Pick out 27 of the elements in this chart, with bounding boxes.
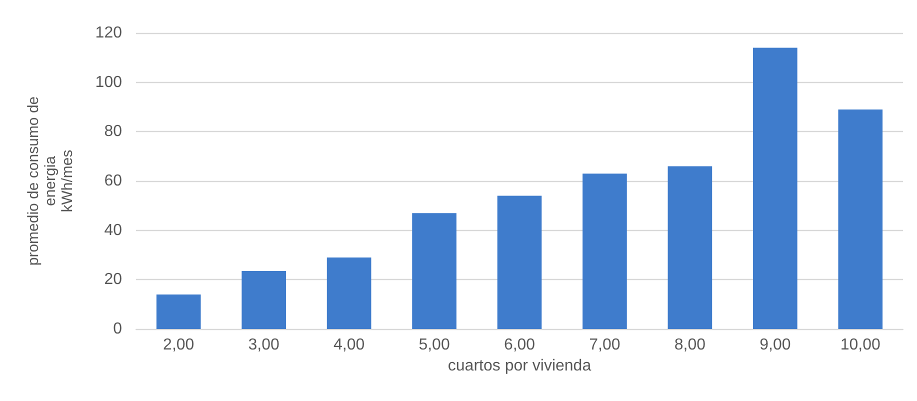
x-tick-label: 3,00 (248, 336, 280, 354)
y-tick-label: 80 (104, 123, 122, 140)
x-axis-title: cuartos por vivienda (448, 357, 592, 374)
y-tick-label: 0 (113, 320, 122, 338)
y-tick-label: 100 (95, 74, 122, 91)
x-tick-label: 10,00 (840, 336, 881, 354)
y-axis-title: promedio de consumo de energia kWh/mes (25, 96, 76, 266)
bar (582, 174, 627, 329)
x-tick-label: 5,00 (418, 336, 450, 354)
y-tick-label: 40 (104, 222, 122, 239)
bar (412, 213, 456, 329)
y-tick-label: 60 (104, 172, 122, 190)
bar (753, 48, 798, 329)
bar (668, 166, 712, 329)
bar (326, 257, 372, 329)
y-tick-label: 120 (95, 24, 122, 42)
x-tick-label: 8,00 (674, 336, 706, 354)
bar (156, 294, 201, 329)
x-tick-label: 7,00 (589, 336, 620, 354)
x-tick-label: 2,00 (163, 336, 194, 354)
y-tick-label: 20 (104, 271, 122, 288)
bar (838, 109, 883, 329)
x-tick-label: 6,00 (504, 336, 536, 354)
x-tick-label: 4,00 (333, 336, 365, 354)
x-tick-label: 9,00 (760, 336, 791, 354)
bar (242, 271, 286, 329)
bar (497, 196, 542, 329)
